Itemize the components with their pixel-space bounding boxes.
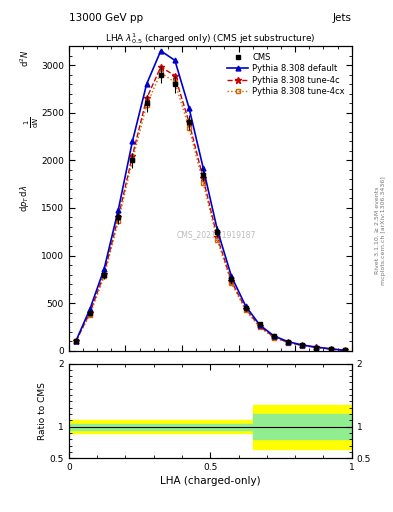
Text: mcplots.cern.ch [arXiv:1306.3436]: mcplots.cern.ch [arXiv:1306.3436]	[381, 176, 386, 285]
Text: $\mathrm{d}p_T\,\mathrm{d}\lambda$: $\mathrm{d}p_T\,\mathrm{d}\lambda$	[18, 185, 31, 212]
Text: CMS_2021_I1919187: CMS_2021_I1919187	[176, 230, 255, 240]
Title: LHA $\lambda^{1}_{0.5}$ (charged only) (CMS jet substructure): LHA $\lambda^{1}_{0.5}$ (charged only) (…	[105, 31, 316, 46]
Text: 13000 GeV pp: 13000 GeV pp	[69, 13, 143, 23]
Text: $\mathrm{d}^2N$: $\mathrm{d}^2N$	[19, 49, 31, 67]
Text: Jets: Jets	[333, 13, 352, 23]
Text: $\frac{1}{\mathrm{d}N}$: $\frac{1}{\mathrm{d}N}$	[23, 117, 41, 128]
Y-axis label: Ratio to CMS: Ratio to CMS	[38, 382, 47, 440]
X-axis label: LHA (charged-only): LHA (charged-only)	[160, 476, 261, 486]
Legend: CMS, Pythia 8.308 default, Pythia 8.308 tune-4c, Pythia 8.308 tune-4cx: CMS, Pythia 8.308 default, Pythia 8.308 …	[225, 50, 347, 99]
Text: Rivet 3.1.10, ≥ 2.5M events: Rivet 3.1.10, ≥ 2.5M events	[375, 187, 380, 274]
